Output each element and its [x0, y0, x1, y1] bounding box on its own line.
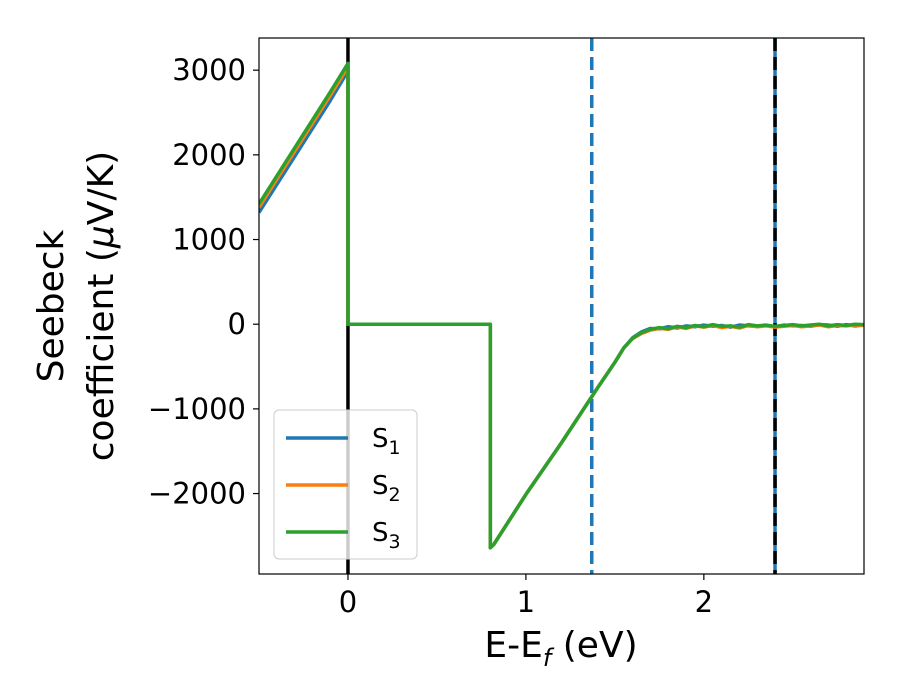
x-tick-label: 2 — [695, 585, 713, 619]
x-tick-label: 0 — [339, 585, 357, 619]
y-axis-label-line1: Seebeck — [31, 229, 72, 382]
y-tick-label: −2000 — [148, 477, 246, 511]
legend-label-3: S3 — [372, 518, 401, 553]
y-axis-label: Seebeck coefficient (μV/K) — [31, 151, 122, 461]
y-tick-label: 1000 — [172, 223, 246, 257]
y-axis-ticks: −2000 −1000 0 1000 2000 3000 — [148, 53, 259, 511]
legend-label-1: S1 — [372, 424, 401, 459]
series-line-3 — [259, 61, 864, 550]
x-tick-label: 1 — [517, 585, 535, 619]
plot-frame — [258, 37, 865, 575]
y-tick-label: −1000 — [148, 392, 246, 426]
y-tick-label: 2000 — [172, 138, 246, 172]
legend-label-2: S2 — [372, 471, 401, 506]
x-axis-ticks: 0 1 2 — [339, 574, 713, 619]
y-tick-label: 0 — [228, 307, 246, 341]
series-lines — [259, 61, 864, 550]
x-axis-label: E-Ef (eV) — [484, 625, 637, 672]
y-tick-label: 3000 — [172, 53, 246, 87]
y-axis-label-line2: coefficient (μV/K) — [81, 151, 122, 461]
legend: S1 S2 S3 — [273, 409, 418, 560]
